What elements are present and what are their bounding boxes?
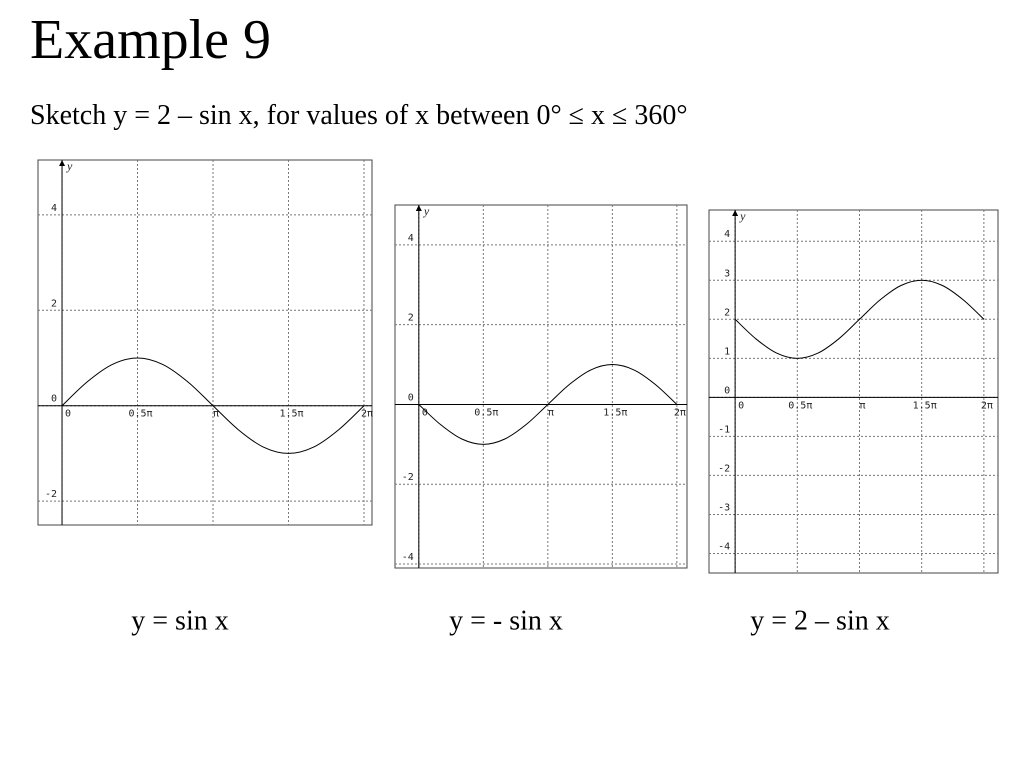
curve xyxy=(418,364,678,445)
curve xyxy=(734,279,985,359)
y-tick-label: 2 xyxy=(724,307,730,318)
y-tick-label: -2 xyxy=(402,472,414,483)
plot-frame xyxy=(708,209,999,574)
y-tick-label: 0 xyxy=(408,392,414,403)
x-tick-label: 0 xyxy=(422,407,428,418)
chart-caption: y = sin x xyxy=(131,605,228,636)
y-axis-arrow xyxy=(732,210,739,216)
y-tick-label: 1 xyxy=(724,346,730,357)
x-tick-label: π xyxy=(859,400,865,411)
x-tick-label: 2π xyxy=(674,407,686,418)
y-tick-label: -4 xyxy=(402,552,414,563)
chart-caption: y = 2 – sin x xyxy=(750,605,889,636)
y-axis-arrow xyxy=(415,205,422,211)
y-axis-arrow xyxy=(59,160,66,166)
y-tick-label: -1 xyxy=(718,424,730,435)
chart-caption: y = - sin x xyxy=(449,605,563,636)
slide-subtitle: Sketch y = 2 – sin x, for values of x be… xyxy=(30,100,688,131)
y-axis-label: y xyxy=(423,204,430,218)
y-tick-label: -3 xyxy=(718,502,730,513)
x-tick-label: 2π xyxy=(361,409,373,420)
y-tick-label: -2 xyxy=(718,463,730,474)
y-tick-label: 4 xyxy=(51,203,57,214)
x-tick-label: 0.5π xyxy=(474,407,498,418)
x-tick-label: 0.5π xyxy=(128,409,152,420)
x-tick-label: 0 xyxy=(65,409,71,420)
curve xyxy=(61,357,365,454)
y-axis-label: y xyxy=(739,209,746,223)
y-tick-label: 3 xyxy=(724,268,730,279)
x-tick-label: 0.5π xyxy=(788,400,812,411)
slide-title: Example 9 xyxy=(30,9,272,71)
x-tick-label: 1.5π xyxy=(913,400,937,411)
y-tick-label: -4 xyxy=(718,541,730,552)
y-tick-label: -2 xyxy=(45,489,57,500)
y-tick-label: 4 xyxy=(408,233,414,244)
x-tick-label: 2π xyxy=(981,400,993,411)
y-tick-label: 0 xyxy=(51,394,57,405)
y-axis-label: y xyxy=(66,159,73,173)
x-tick-label: 1.5π xyxy=(603,407,627,418)
y-tick-label: 2 xyxy=(408,313,414,324)
x-tick-label: π xyxy=(548,407,554,418)
x-tick-label: 0 xyxy=(738,400,744,411)
plot-frame xyxy=(394,204,688,569)
y-tick-label: 0 xyxy=(724,385,730,396)
plot-frame xyxy=(37,159,373,526)
x-tick-label: π xyxy=(213,409,219,420)
y-tick-label: 2 xyxy=(51,298,57,309)
y-tick-label: 4 xyxy=(724,229,730,240)
x-tick-label: 1.5π xyxy=(279,409,303,420)
